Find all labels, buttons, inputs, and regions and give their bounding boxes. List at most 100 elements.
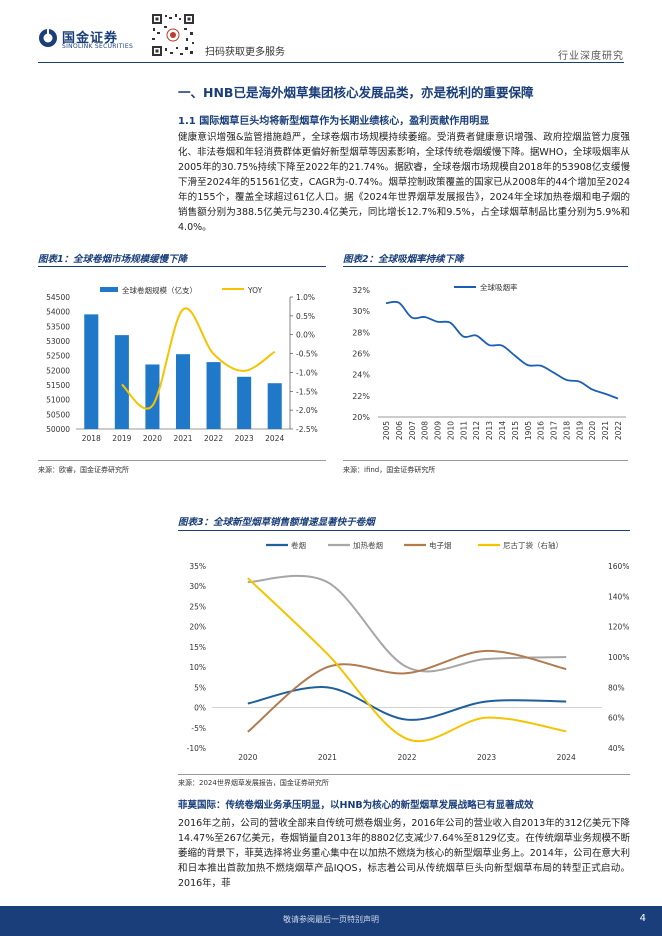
- y-tick-label: 52500: [46, 352, 70, 361]
- y-tick-label: 53500: [46, 322, 70, 331]
- figure-1-source: 来源：欧睿，国金证券研究所: [38, 466, 129, 474]
- x-tick-label: 2018: [562, 421, 571, 440]
- logo-name-en: SINOLINK SECURITIES: [62, 43, 134, 50]
- x-tick-label: 2023: [477, 753, 496, 762]
- y-tick-label: 28%: [352, 328, 370, 337]
- x-tick-label: 2016: [537, 421, 546, 440]
- y2-tick-label: 0.5%: [296, 312, 315, 321]
- sinolink-logo-icon: [39, 29, 57, 47]
- legend-label-3: 尼古丁袋（右轴）: [503, 540, 563, 550]
- legend-label-yoy: YOY: [247, 286, 263, 295]
- bar: [114, 335, 129, 429]
- subsection-title: 1.1 国际烟草巨头均将新型烟草作为长期业绩核心，盈利贡献作用明显: [178, 116, 490, 127]
- x-tick-label: 2024: [557, 753, 576, 762]
- legend-label-0: 卷烟: [291, 540, 306, 550]
- y-tick-label: 0%: [194, 704, 206, 713]
- x-tick-label: 2018: [82, 434, 101, 443]
- x-tick-label: 2022: [614, 421, 623, 440]
- scan-text: 扫码获取更多服务: [205, 47, 285, 58]
- bar: [175, 354, 191, 429]
- legend-label-1: 加热卷烟: [353, 540, 383, 550]
- y-tick-label: 51500: [46, 381, 70, 390]
- x-tick-label: 2010: [446, 421, 455, 440]
- x-tick-label: 2008: [421, 421, 430, 440]
- y2-tick-label: -0.5%: [296, 350, 318, 359]
- x-tick-label: 2007: [408, 421, 417, 440]
- legend-label-bar: 全球卷烟规模（亿支）: [122, 285, 197, 295]
- y-tick-label: 54500: [46, 293, 70, 302]
- figure-1-source-rule: [38, 460, 326, 461]
- x-tick-label: 2022: [397, 753, 416, 762]
- x-tick-label: 1905: [524, 421, 533, 440]
- bar: [145, 364, 160, 429]
- y-tick-label: 52000: [46, 366, 70, 375]
- page-footer: [0, 906, 662, 936]
- legend-label: 全球吸烟率: [480, 282, 518, 292]
- figure-1-title: 图表1：全球卷烟市场规模缓慢下降: [38, 254, 188, 265]
- y-tick-label: 50000: [46, 425, 70, 434]
- figure-1-chart: 50000 50500 51000 51500 52000 52500 53000 53500…: [46, 285, 318, 443]
- y2-tick-label: -2.0%: [296, 406, 318, 415]
- y2-tick-label: 160%: [608, 562, 629, 571]
- legend-swatch-bar: [100, 287, 118, 292]
- figure-2-source: 来源：ifind，国金证券研究所: [343, 466, 436, 474]
- y-tick-label: 50500: [46, 410, 70, 419]
- logo-name-cn: 国金证券: [62, 31, 119, 46]
- figure-2-source-rule: [343, 460, 628, 461]
- y-tick-label: 30%: [189, 582, 206, 591]
- y-tick-label: -10%: [187, 744, 206, 753]
- y-tick-label: 26%: [352, 350, 370, 359]
- bar: [84, 314, 99, 429]
- y2-tick-label: 40%: [608, 744, 625, 753]
- y2-tick-label: -1.0%: [296, 368, 318, 377]
- paragraph-1: 健康意识增强&监管措施趋严，全球卷烟市场规模持续萎缩。受消费者健康意识增强、政府…: [178, 132, 630, 233]
- series-line-1: [247, 574, 567, 673]
- x-tick-label: 2014: [498, 421, 507, 440]
- y2-tick-label: 1.0%: [296, 293, 315, 302]
- bar: [237, 376, 252, 429]
- x-tick-label: 2019: [112, 434, 131, 443]
- x-tick-label: 2013: [485, 421, 494, 440]
- yoy-line: [121, 307, 276, 410]
- y2-tick-label: -1.5%: [296, 387, 318, 396]
- footer-disclaimer: 敬请参阅最后一页特别声明: [283, 915, 379, 924]
- series-line-3: [247, 577, 567, 742]
- y2-tick-label: 80%: [608, 683, 625, 692]
- report-type: 行业深度研究: [558, 51, 624, 62]
- x-tick-label: 2011: [459, 421, 468, 440]
- y2-tick-label: 120%: [608, 623, 629, 632]
- bar: [206, 362, 221, 429]
- y-tick-label: 15%: [189, 643, 206, 652]
- y-tick-label: 30%: [352, 307, 370, 316]
- figure-1-rule: [38, 266, 326, 267]
- figure-3-chart: -10% -5% 0% 5% 10% 15% 20% 25% 30% 35% 40% 60% 80% 10…: [187, 540, 630, 762]
- figure-2-title: 图表2：全球吸烟率持续下降: [343, 254, 464, 265]
- legend-label-2: 电子烟: [429, 540, 452, 550]
- smoking-rate-line: [385, 300, 619, 400]
- y-tick-label: 25%: [189, 602, 206, 611]
- y-tick-label: 10%: [189, 663, 206, 672]
- bar: [267, 383, 282, 429]
- bold-paragraph-heading: 菲莫国际：传统卷烟业务承压明显，以HNB为核心的新型烟草发展战略已有显著成效: [178, 800, 534, 811]
- page-header: 国金证券 SINOLINK SECURITIES 扫码获取更多服务 行业深度研究: [0, 0, 662, 66]
- x-tick-label: 2021: [318, 753, 337, 762]
- y-tick-label: 20%: [352, 413, 370, 422]
- x-tick-label: 2005: [382, 421, 391, 440]
- y2-tick-label: 100%: [608, 653, 629, 662]
- y2-tick-label: 0.0%: [296, 331, 315, 340]
- y-tick-label: 20%: [189, 623, 206, 632]
- x-tick-label: 2019: [575, 421, 584, 440]
- figure-3-source: 来源：2024世界烟草发展报告，国金证券研究所: [178, 779, 329, 787]
- x-tick-label: 2021: [601, 421, 610, 440]
- y-tick-label: 51000: [46, 396, 70, 405]
- y-tick-label: -5%: [191, 724, 206, 733]
- section-title: 一、HNB已是海外烟草集团核心发展品类，亦是税利的重要保障: [178, 85, 534, 100]
- qr-code-icon[interactable]: [150, 12, 196, 58]
- y-tick-label: 35%: [189, 562, 206, 571]
- x-tick-label: 2022: [204, 434, 223, 443]
- x-tick-label: 2015: [511, 421, 520, 440]
- x-tick-label: 2023: [235, 434, 254, 443]
- x-tick-label: 2020: [238, 753, 257, 762]
- figure-3-title: 图表3：全球新型烟草销售额增速显著快于卷烟: [178, 517, 375, 528]
- paragraph-2: 2016年之前，公司的营收全部来自传统可燃卷烟业务，2016年公司的营业收入自2…: [178, 818, 630, 889]
